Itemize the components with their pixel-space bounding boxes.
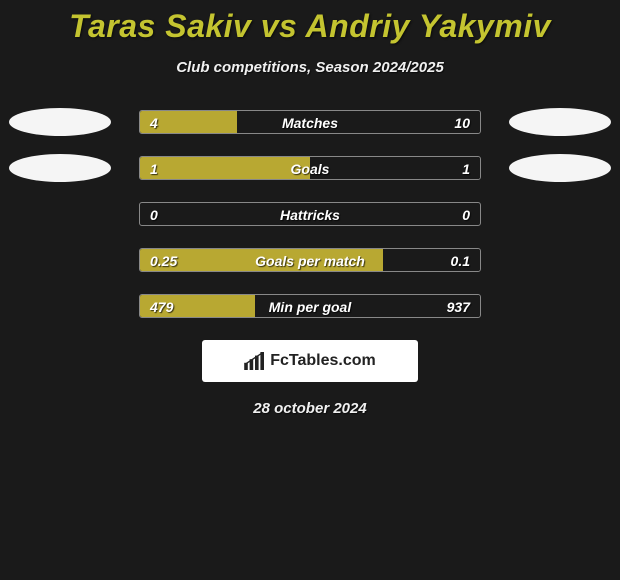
- date-text: 28 october 2024: [0, 400, 620, 417]
- stat-row: 0 0 Hattricks: [0, 202, 620, 226]
- player-badge-right: [509, 108, 611, 136]
- spacer: [9, 246, 111, 274]
- stat-rows: 4 10 Matches 1 1 Goals 0 0 Hattricks 0.25 0.1 Goals…: [0, 110, 620, 318]
- comparison-infographic: Taras Sakiv vs Andriy Yakymiv Club compe…: [0, 0, 620, 580]
- metric-label: Goals: [291, 157, 330, 180]
- bar-fill-right: [237, 111, 480, 133]
- spacer: [9, 292, 111, 320]
- value-left: 0.25: [150, 249, 177, 272]
- subtitle: Club competitions, Season 2024/2025: [0, 59, 620, 76]
- metric-label: Goals per match: [255, 249, 365, 272]
- page-title: Taras Sakiv vs Andriy Yakymiv: [0, 0, 620, 45]
- stat-row: 1 1 Goals: [0, 156, 620, 180]
- value-right: 0: [462, 203, 470, 226]
- bar-fill-left: [140, 157, 310, 179]
- spacer: [509, 246, 611, 274]
- value-right: 10: [454, 111, 470, 134]
- bar-fill-right: [310, 157, 480, 179]
- stat-row: 4 10 Matches: [0, 110, 620, 134]
- spacer: [509, 200, 611, 228]
- logo-box: FcTables.com: [202, 340, 418, 382]
- stat-bar: 1 1 Goals: [139, 156, 481, 180]
- chart-icon: [244, 352, 266, 370]
- value-left: 479: [150, 295, 173, 318]
- spacer: [9, 200, 111, 228]
- stat-row: 0.25 0.1 Goals per match: [0, 248, 620, 272]
- player-badge-right: [509, 154, 611, 182]
- player-badge-left: [9, 154, 111, 182]
- value-left: 0: [150, 203, 158, 226]
- value-right: 1: [462, 157, 470, 180]
- value-right: 937: [447, 295, 470, 318]
- metric-label: Matches: [282, 111, 338, 134]
- stat-row: 479 937 Min per goal: [0, 294, 620, 318]
- stat-bar: 0 0 Hattricks: [139, 202, 481, 226]
- stat-bar: 0.25 0.1 Goals per match: [139, 248, 481, 272]
- value-left: 1: [150, 157, 158, 180]
- metric-label: Hattricks: [280, 203, 340, 226]
- spacer: [509, 292, 611, 320]
- metric-label: Min per goal: [269, 295, 351, 318]
- logo-text: FcTables.com: [270, 352, 376, 370]
- player-badge-left: [9, 108, 111, 136]
- value-left: 4: [150, 111, 158, 134]
- stat-bar: 4 10 Matches: [139, 110, 481, 134]
- stat-bar: 479 937 Min per goal: [139, 294, 481, 318]
- value-right: 0.1: [451, 249, 470, 272]
